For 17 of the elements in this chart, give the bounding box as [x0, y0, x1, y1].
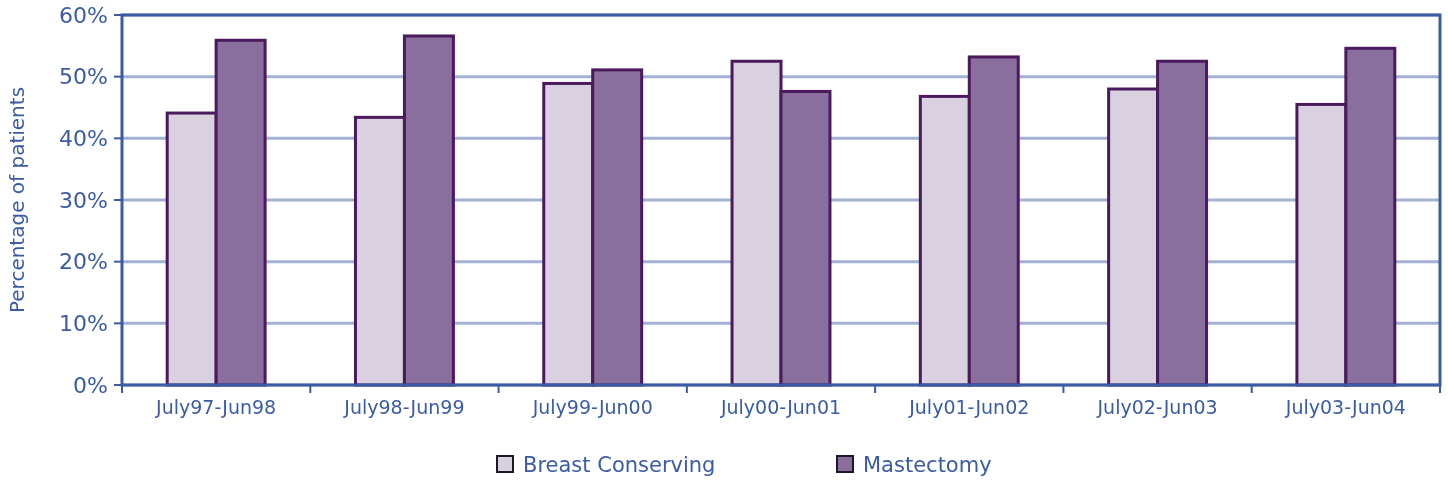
x-tick-label: July00-Jun01: [719, 396, 842, 418]
y-tick-label: 50%: [59, 64, 108, 90]
y-tick-label: 20%: [59, 249, 108, 275]
legend-label: Mastectomy: [863, 453, 992, 478]
x-tick-label: July97-Jun98: [155, 396, 277, 418]
x-tick-label: July98-Jun99: [343, 396, 465, 418]
y-tick-label: 30%: [59, 187, 108, 213]
x-tick-label: July01-Jun02: [908, 396, 1030, 418]
y-tick-label: 40%: [59, 126, 108, 152]
x-tick-label: July02-Jun03: [1096, 396, 1218, 418]
y-tick-label: 10%: [59, 311, 108, 337]
x-tick-label: July03-Jun04: [1284, 396, 1406, 418]
y-tick-label: 60%: [59, 2, 108, 28]
legend-label: Breast Conserving: [523, 453, 716, 478]
y-axis-title: Percentage of patients: [5, 86, 29, 314]
y-tick-label: 0%: [73, 372, 108, 398]
x-tick-label: July99-Jun00: [531, 396, 653, 418]
